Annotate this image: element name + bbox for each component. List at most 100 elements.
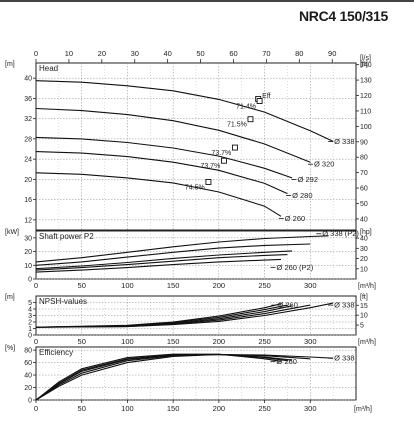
curve-label-efficiency-0: Ø 260 xyxy=(277,357,297,366)
curve-npsh-1 xyxy=(35,304,311,328)
bottom-tick-label-5: 250 xyxy=(258,404,271,413)
top-tick-label-4: 40 xyxy=(163,49,171,58)
axis-label-power-3: 150 xyxy=(167,281,180,290)
bottom-tick-label-0: 0 xyxy=(34,404,38,413)
right-tick-label-head-5: 90 xyxy=(360,139,368,146)
right-tick-label-head-0: 40 xyxy=(360,216,368,223)
right-tick-label-head-4: 80 xyxy=(360,155,368,162)
curve-power-2 xyxy=(35,250,293,270)
eff-label-2: 71.5% xyxy=(227,122,247,129)
curve-efficiency-0 xyxy=(35,353,334,401)
axis-label-npsh-3: 150 xyxy=(167,337,180,346)
curve-power-4 xyxy=(35,258,282,273)
panel-title-efficiency: Efficiency xyxy=(39,348,73,357)
panel-title-power: Shaft power P2 xyxy=(39,232,94,241)
right-tick-label-npsh-1: 10 xyxy=(360,313,368,320)
right-unit-head: [ft] xyxy=(360,61,368,68)
top-tick-label-5: 50 xyxy=(196,49,204,58)
left-tick-label-efficiency-1: 20 xyxy=(24,385,32,392)
curve-label-power-0: Ø 338 (P2) xyxy=(322,229,359,238)
eff-point-3 xyxy=(231,144,238,151)
bottom-tick-label-3: 150 xyxy=(167,404,180,413)
right-tick-label-npsh-2: 15 xyxy=(360,303,368,310)
right-tick-label-head-6: 100 xyxy=(360,124,372,131)
right-tick-label-head-10: 140 xyxy=(360,62,372,69)
axis-label-npsh-4: 200 xyxy=(213,337,226,346)
left-tick-label-head-5: 32 xyxy=(24,116,32,123)
page-title: NRC4 150/315 xyxy=(298,8,388,24)
right-tick-label-power-1: 20 xyxy=(360,256,368,263)
axis-label-power-0: 0 xyxy=(34,281,38,290)
curve-head-4 xyxy=(35,172,282,217)
curve-efficiency-4 xyxy=(35,353,282,401)
top-tick-label-2: 20 xyxy=(98,49,106,58)
eff-marker-label: Eff xyxy=(262,93,270,100)
left-tick-label-power-0: 0 xyxy=(28,277,32,284)
right-tick-label-power-3: 40 xyxy=(360,236,368,243)
left-tick-label-npsh-5: 5 xyxy=(28,300,32,307)
title-rule xyxy=(0,0,414,2)
top-axis-unit: [l/s] xyxy=(360,55,371,62)
left-tick-label-head-3: 24 xyxy=(24,157,32,164)
axis-unit-power: [m³/h] xyxy=(358,283,376,290)
title-bar: NRC4 150/315 xyxy=(0,0,414,28)
curve-head-2 xyxy=(35,136,293,179)
curve-label-power-1: Ø 260 (P2) xyxy=(277,263,314,272)
left-tick-label-head-4: 28 xyxy=(24,136,32,143)
right-tick-label-power-0: 10 xyxy=(360,266,368,273)
right-tick-label-head-3: 70 xyxy=(360,170,368,177)
eff-point-2 xyxy=(247,116,254,123)
eff-label-5: 74.5% xyxy=(185,184,205,191)
left-tick-label-npsh-3: 3 xyxy=(28,313,32,320)
top-tick-label-8: 80 xyxy=(295,49,303,58)
left-unit-power: [kW] xyxy=(5,229,19,236)
left-tick-label-efficiency-3: 60 xyxy=(24,360,32,367)
axis-label-power-6: 300 xyxy=(304,281,317,290)
axis-label-npsh-1: 50 xyxy=(78,337,86,346)
top-tick-label-1: 10 xyxy=(65,49,73,58)
left-tick-label-power-1: 10 xyxy=(24,263,32,270)
curve-power-0 xyxy=(35,235,329,263)
curve-power-3 xyxy=(35,254,288,271)
left-tick-label-efficiency-4: 80 xyxy=(24,348,32,355)
right-tick-label-head-2: 60 xyxy=(360,186,368,193)
left-tick-label-power-3: 30 xyxy=(24,235,32,242)
right-tick-label-head-9: 130 xyxy=(360,78,372,85)
eff-label-1: 71.4% xyxy=(236,104,256,111)
axis-label-npsh-0: 0 xyxy=(34,337,38,346)
curve-label-npsh-1: Ø 338 xyxy=(334,301,354,310)
axis-label-power-5: 250 xyxy=(258,281,271,290)
panel-title-npsh: NPSH-values xyxy=(39,297,87,306)
bottom-tick-label-4: 200 xyxy=(213,404,226,413)
axis-unit-npsh: [m³/h] xyxy=(358,339,376,346)
bottom-tick-label-2: 100 xyxy=(121,404,134,413)
curve-label-head-1: Ø 320 xyxy=(314,160,334,169)
eff-label-4: 73.7% xyxy=(200,163,220,170)
top-tick-label-0: 0 xyxy=(34,49,38,58)
left-unit-head: [m] xyxy=(5,61,15,68)
axis-label-power-2: 100 xyxy=(121,281,134,290)
right-tick-label-head-7: 110 xyxy=(360,108,371,115)
left-tick-label-npsh-0: 0 xyxy=(28,333,32,340)
axis-label-npsh-2: 100 xyxy=(121,337,134,346)
top-tick-label-3: 30 xyxy=(131,49,139,58)
curve-label-head-0: Ø 338 xyxy=(334,137,354,146)
bottom-tick-label-6: 300 xyxy=(304,404,317,413)
curve-head-1 xyxy=(35,107,311,163)
right-tick-label-npsh-0: 5 xyxy=(360,323,364,330)
left-tick-label-npsh-4: 4 xyxy=(28,307,32,314)
curve-label-head-4: Ø 260 xyxy=(285,214,305,223)
curve-label-head-2: Ø 292 xyxy=(298,175,318,184)
left-tick-label-head-2: 20 xyxy=(24,177,32,184)
eff-point-4 xyxy=(221,157,227,164)
curve-npsh-4 xyxy=(35,303,282,328)
eff-label-3: 73.7% xyxy=(211,150,231,157)
top-tick-label-6: 60 xyxy=(229,49,237,58)
bottom-tick-label-1: 50 xyxy=(78,404,86,413)
left-tick-label-efficiency-0: 0 xyxy=(28,398,32,405)
top-tick-label-9: 90 xyxy=(328,49,336,58)
right-tick-label-power-2: 30 xyxy=(360,246,368,253)
axis-label-power-4: 200 xyxy=(213,281,226,290)
eff-point-1 xyxy=(256,98,263,104)
